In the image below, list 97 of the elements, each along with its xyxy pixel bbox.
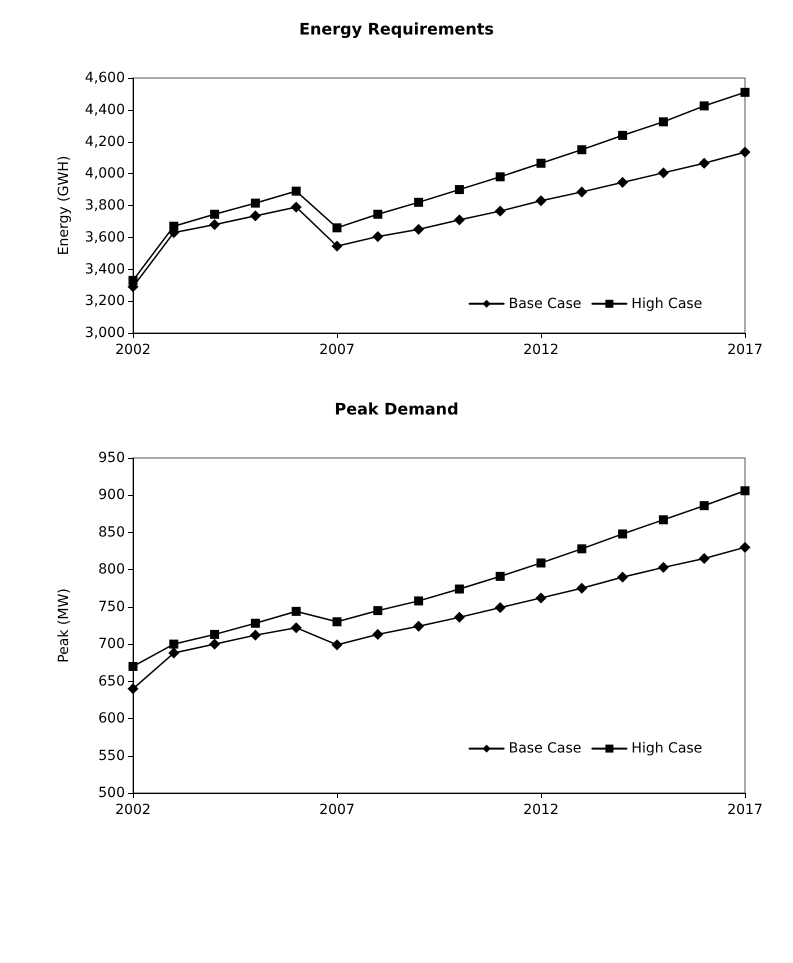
point	[494, 206, 506, 217]
y-tick-label: 3,000	[84, 325, 125, 341]
point	[700, 101, 709, 110]
y-tick-label: 4,400	[84, 102, 125, 118]
point	[250, 618, 260, 628]
point	[740, 146, 750, 158]
legend-label: Base Case	[508, 740, 582, 757]
point	[536, 195, 546, 206]
point	[577, 544, 586, 554]
y-tick-label: 800	[98, 562, 125, 578]
x-tick-label: 2002	[115, 802, 151, 818]
x-tick-label: 2012	[523, 802, 559, 818]
x-tick-label: 2017	[727, 342, 763, 358]
point	[454, 185, 464, 194]
x-tick-label: 2017	[727, 802, 763, 818]
y-tick-label: 550	[98, 748, 125, 764]
y-axis-title: Energy (GWH)	[56, 156, 72, 256]
point	[373, 606, 382, 616]
point	[372, 628, 384, 640]
point	[128, 683, 138, 694]
point	[414, 198, 424, 207]
y-tick-label: 3,600	[84, 229, 125, 246]
point	[454, 584, 464, 594]
point	[658, 167, 669, 178]
point	[740, 88, 750, 97]
y-tick-label: 700	[98, 636, 125, 652]
point	[698, 553, 710, 564]
point	[577, 145, 586, 154]
point	[332, 639, 342, 650]
y-tick-label: 3,800	[84, 198, 125, 214]
y-tick-label: 600	[98, 710, 125, 727]
point	[740, 486, 750, 496]
point	[168, 648, 180, 659]
point	[250, 630, 261, 641]
chart-title: Peak Demand	[334, 400, 459, 418]
point	[618, 529, 628, 538]
point	[290, 202, 302, 213]
y-tick-label: 4,200	[84, 134, 125, 150]
point	[496, 172, 505, 182]
point	[494, 602, 506, 614]
point	[332, 223, 342, 232]
y-tick-label: 650	[98, 673, 125, 690]
point	[250, 198, 260, 208]
point	[617, 572, 628, 583]
point	[128, 276, 138, 285]
point	[414, 596, 424, 606]
point	[332, 240, 342, 252]
point	[700, 501, 709, 510]
y-tick-label: 500	[98, 785, 125, 801]
point	[536, 592, 546, 604]
y-tick-label: 950	[98, 450, 125, 466]
y-axis-title: Peak (MW)	[56, 588, 72, 663]
point	[210, 630, 220, 639]
point	[250, 210, 261, 222]
point	[454, 612, 465, 623]
point	[290, 622, 302, 634]
x-tick-label: 2007	[319, 342, 355, 358]
point	[169, 222, 178, 231]
point	[209, 638, 220, 650]
y-tick-label: 750	[98, 598, 125, 615]
point	[698, 158, 710, 169]
chart-title: Energy Requirements	[299, 20, 494, 38]
y-tick-label: 850	[98, 524, 125, 540]
point	[617, 176, 628, 188]
x-tick-label: 2012	[523, 342, 559, 358]
point	[658, 562, 669, 573]
y-tick-label: 3,200	[84, 293, 125, 310]
point	[576, 186, 588, 198]
y-tick-label: 4,000	[84, 166, 125, 182]
legend-label: High Case	[631, 740, 702, 757]
point	[210, 210, 220, 219]
point	[496, 572, 505, 581]
point	[372, 231, 384, 242]
legend-label: High Case	[631, 296, 702, 312]
legend-label: Base Case	[508, 296, 582, 312]
point	[740, 542, 750, 553]
y-tick-label: 900	[98, 487, 125, 504]
point	[292, 186, 301, 196]
point	[413, 620, 424, 632]
point	[332, 617, 342, 626]
y-tick-label: 3,400	[84, 261, 125, 278]
point	[658, 515, 668, 524]
point	[292, 606, 301, 616]
point	[618, 130, 628, 140]
point	[128, 662, 138, 671]
x-tick-label: 2002	[115, 342, 151, 358]
point	[373, 210, 382, 219]
point	[536, 158, 546, 168]
point	[576, 582, 588, 594]
y-tick-label: 4,600	[84, 70, 125, 86]
x-tick-label: 2007	[319, 802, 355, 818]
point	[413, 224, 424, 235]
point	[536, 558, 546, 568]
point	[454, 214, 465, 226]
point	[169, 640, 178, 649]
point	[658, 117, 668, 126]
point	[209, 219, 220, 230]
